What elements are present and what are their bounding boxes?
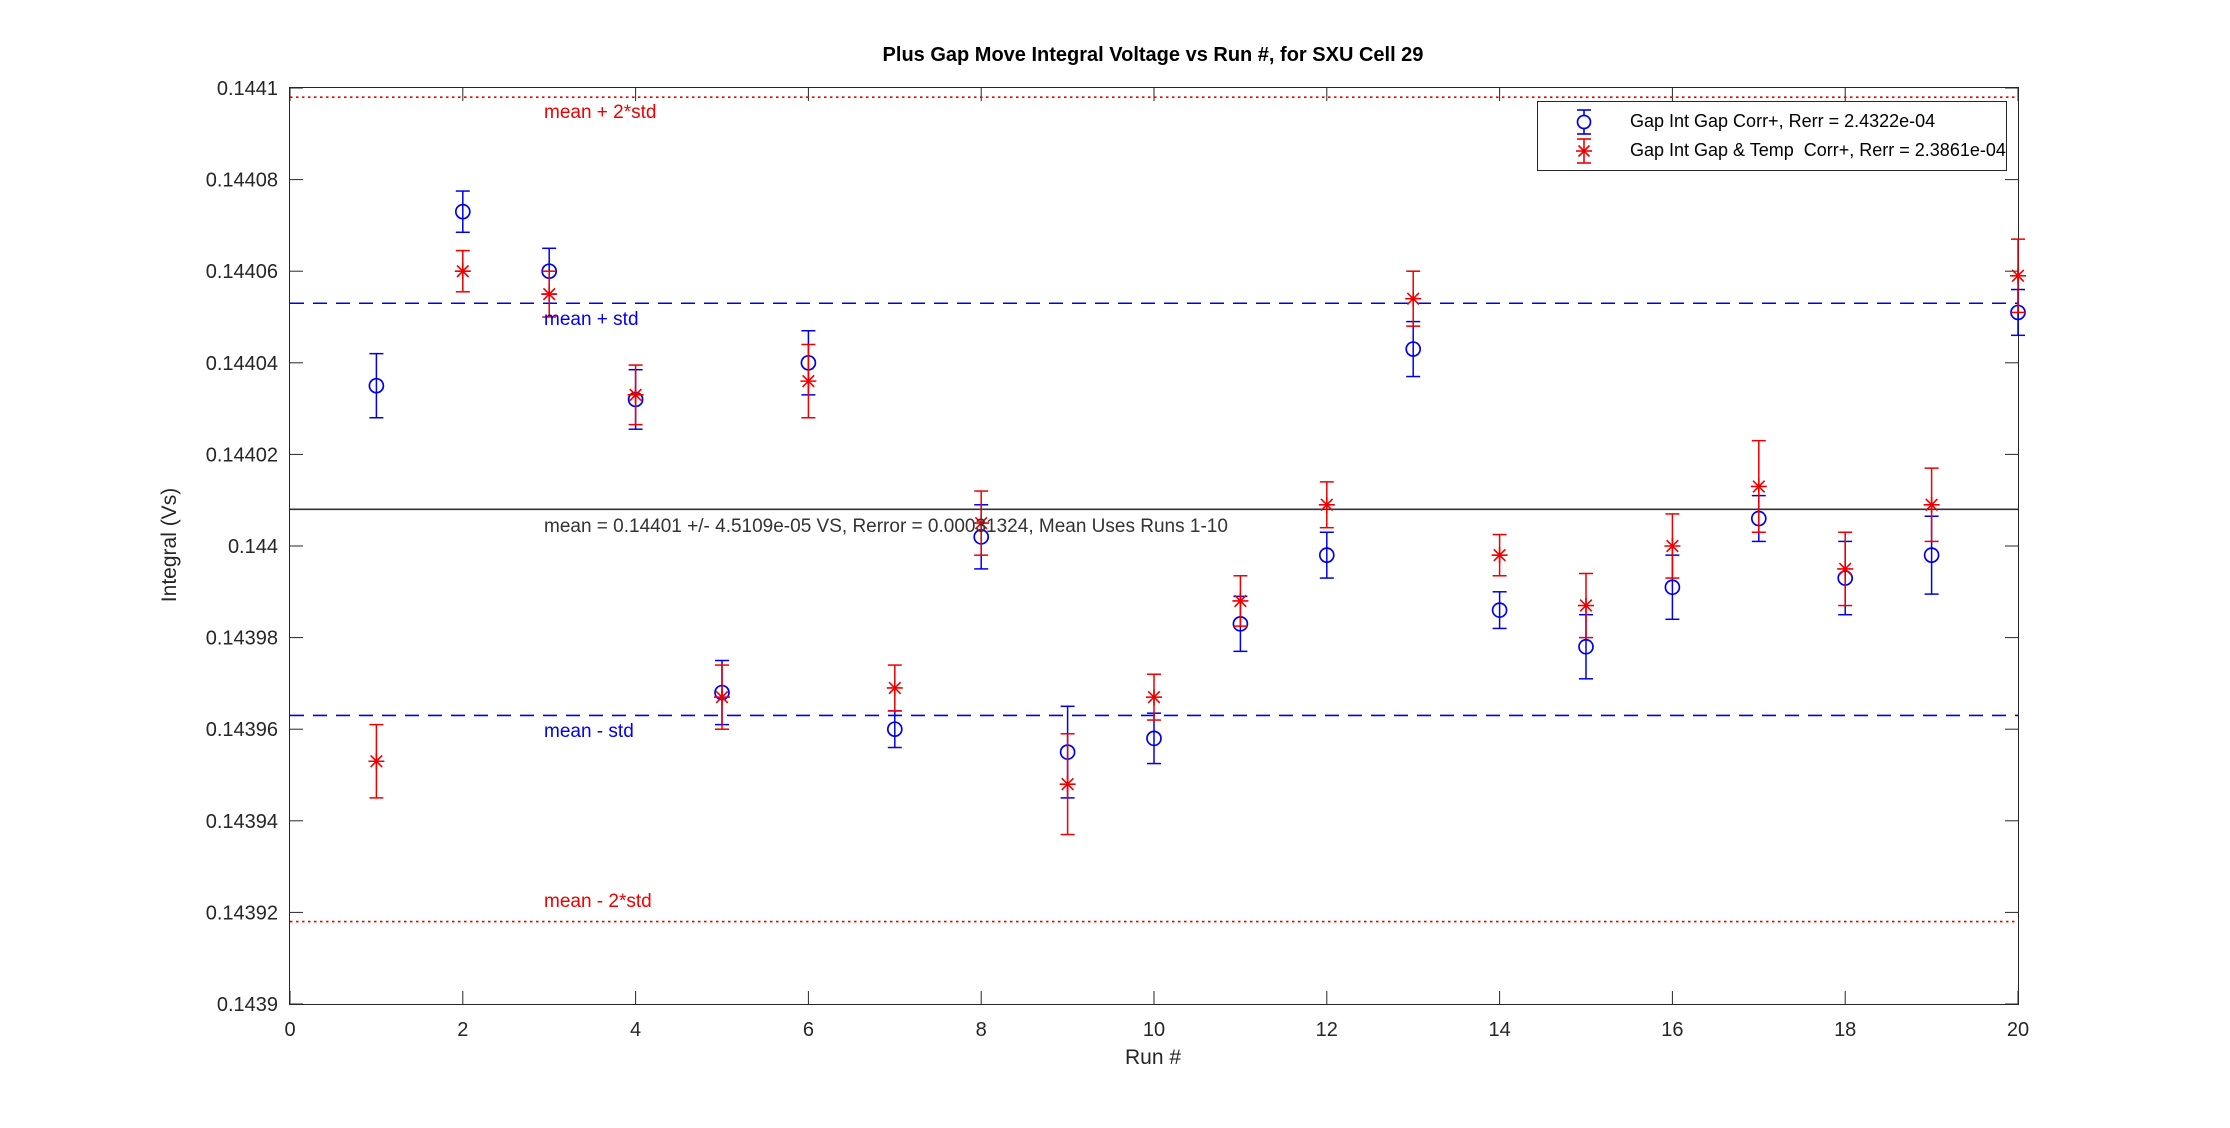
y-tick-label: 0.1441 xyxy=(217,78,278,100)
series-gap-corr xyxy=(368,190,2026,799)
data-point-asterisk xyxy=(1405,290,1422,307)
reference-line-label: mean = 0.14401 +/- 4.5109e-05 VS, Rerror… xyxy=(544,516,1228,538)
legend-entry-label: Gap Int Gap & Temp Corr+, Rerr = 2.3861e… xyxy=(1630,140,2006,160)
errorbar-circle-marker-icon xyxy=(1538,108,1630,136)
errorbar-asterisk-marker-icon xyxy=(1538,137,1630,165)
data-point-asterisk xyxy=(541,286,558,303)
y-tick-label: 0.14402 xyxy=(206,444,278,466)
data-point-asterisk xyxy=(1750,478,1767,495)
x-tick-label: 20 xyxy=(2007,1019,2029,1041)
data-point-asterisk xyxy=(454,263,471,280)
data-point-asterisk xyxy=(1318,496,1335,513)
data-point-circle xyxy=(1318,547,1335,564)
data-point-asterisk xyxy=(1059,776,1076,793)
y-tick-label: 0.14398 xyxy=(206,628,278,650)
data-point-asterisk xyxy=(1664,538,1681,554)
data-point-asterisk xyxy=(2010,267,2026,284)
legend-entry: Gap Int Gap Corr+, Rerr = 2.4322e-04 xyxy=(1538,107,2006,136)
data-point-asterisk xyxy=(1923,496,1940,513)
data-point-circle xyxy=(1146,730,1162,747)
x-tick-label: 0 xyxy=(284,1019,295,1041)
reference-line-label: mean + std xyxy=(544,309,639,331)
x-axis-label: Run # xyxy=(1124,1046,1182,1069)
data-point-asterisk xyxy=(714,689,730,706)
x-tick-label: 12 xyxy=(1316,1019,1338,1041)
x-tick-label: 2 xyxy=(457,1019,468,1041)
series-gap-temp-corr xyxy=(368,238,2026,836)
y-tick-label: 0.1439 xyxy=(217,994,278,1016)
data-point-asterisk xyxy=(1146,689,1162,706)
x-tick-label: 10 xyxy=(1143,1019,1165,1041)
data-point-asterisk xyxy=(368,753,385,770)
reference-line-label: mean - std xyxy=(544,721,634,743)
reference-line-label: mean - 2*std xyxy=(544,890,652,912)
y-tick-label: 0.14392 xyxy=(206,902,278,924)
plot-area: 0 2 4 6 8 10 12 14 16 18 20 0.1439 0.14392 0.14394 0.1… xyxy=(206,78,2029,1041)
data-point-circle xyxy=(1578,638,1594,655)
data-point-asterisk xyxy=(800,373,817,390)
data-point-circle xyxy=(368,377,385,394)
y-tick-label: 0.14404 xyxy=(206,353,278,375)
chart-title: Plus Gap Move Integral Voltage vs Run #,… xyxy=(882,44,1424,66)
data-point-asterisk xyxy=(1491,547,1508,564)
x-tick-label: 8 xyxy=(976,1019,987,1041)
legend-entry-label: Gap Int Gap Corr+, Rerr = 2.4322e-04 xyxy=(1630,111,1936,131)
legend-box: Gap Int Gap Corr+, Rerr = 2.4322e-04 Gap… xyxy=(1537,101,2007,171)
x-tick-label: 16 xyxy=(1661,1019,1683,1041)
y-tick-label: 0.144 xyxy=(228,536,278,558)
x-tick-label: 14 xyxy=(1488,1019,1510,1041)
reference-line-label: mean + 2*std xyxy=(544,102,657,124)
y-tick-label: 0.14394 xyxy=(206,811,278,833)
x-tick-label: 18 xyxy=(1834,1019,1856,1041)
data-point-circle xyxy=(1923,547,1940,564)
data-point-asterisk xyxy=(973,515,990,532)
y-axis-label: Integral (Vs) xyxy=(158,487,181,603)
data-point-asterisk xyxy=(627,386,644,403)
data-point-circle xyxy=(886,721,903,738)
errorbar-chart-canvas: 0 2 4 6 8 10 12 14 16 18 20 0.1439 0.14392 0.14394 0.1… xyxy=(206,78,2029,1041)
x-tick-label: 6 xyxy=(803,1019,814,1041)
data-point-circle xyxy=(454,203,471,220)
y-tick-label: 0.14396 xyxy=(206,719,278,741)
y-tick-label: 0.14406 xyxy=(206,261,278,283)
legend-entry: Gap Int Gap & Temp Corr+, Rerr = 2.3861e… xyxy=(1538,136,2006,165)
data-point-circle xyxy=(1491,602,1508,618)
data-point-circle xyxy=(1664,579,1681,596)
data-point-circle xyxy=(1405,341,1422,357)
data-point-asterisk xyxy=(1578,597,1594,614)
data-point-asterisk xyxy=(886,679,903,696)
y-tick-label: 0.14408 xyxy=(206,170,278,192)
data-point-asterisk xyxy=(1232,592,1249,609)
data-point-asterisk xyxy=(1837,560,1854,577)
x-tick-label: 4 xyxy=(630,1019,641,1041)
